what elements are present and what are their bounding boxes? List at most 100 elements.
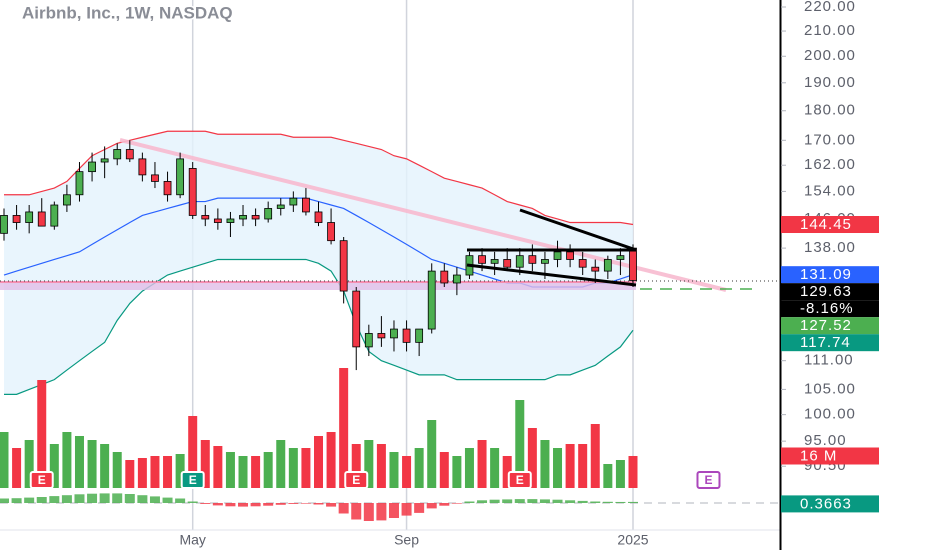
histogram-bar [326,503,337,507]
band-line [4,258,634,395]
candle-body [629,247,637,281]
histogram-badge-bg [781,495,879,513]
candle-body [75,171,84,196]
volume-bar [225,452,235,488]
histogram-bar [112,493,123,503]
histogram-bar [577,500,588,503]
volume-bar [49,444,59,488]
volume-bar [200,440,210,488]
candle-body [188,168,197,216]
histogram-bar [36,497,47,503]
histogram-bar [376,503,387,521]
histogram-bar [24,497,35,503]
y-tick-label: 220.00 [804,0,856,15]
earnings-box [180,471,205,489]
histogram [0,493,780,521]
volume-bar [163,456,173,488]
candle-body [478,255,486,264]
volume-bar [590,424,600,488]
trend-line [119,138,727,292]
volume-bar [603,464,613,488]
volume-bar [452,456,462,488]
histogram-bar [175,498,186,503]
histogram-bar [514,499,525,503]
candle-body [151,174,159,182]
candle-body [314,211,323,223]
price-badge: 117.74 [800,334,851,351]
candle-body [25,211,34,223]
volume-bar [62,432,72,488]
volume-bar [263,452,273,488]
volume-bar [502,456,512,488]
candle-body [100,158,109,163]
histogram-bar [225,503,236,507]
triangle-line [519,208,637,252]
volume-bar [615,460,625,488]
candle-body [352,290,361,348]
histogram-bar [11,498,22,503]
change-badge: -8.16% [800,300,854,317]
candle-body [390,328,398,339]
histogram-bar [464,501,475,503]
earnings-box [344,471,369,489]
zone [0,282,636,290]
price-badge-bg [781,216,879,234]
histogram-bar [124,494,135,503]
candle-body [302,197,310,213]
volume [0,368,638,488]
earnings-box [29,471,54,489]
candle-body [578,259,587,268]
histogram-bar [49,496,60,503]
candle-body [603,259,612,272]
histogram-bar [238,503,249,507]
histogram-bar [61,495,72,503]
histogram-bar [250,503,261,507]
candle-body [415,328,424,343]
candle-body [125,149,134,160]
candle-body [63,194,71,206]
candle-body [239,215,247,220]
volume-bar [553,448,563,488]
volume-bar [351,444,361,488]
volume-badge: 16 M [800,447,837,464]
x-tick-label: 2025 [617,532,648,548]
histogram-badge: 0.3663 [800,495,852,512]
histogram-bar [426,503,437,509]
histogram-bar [590,501,601,503]
candle-body [616,255,625,260]
volume-bar [464,448,474,488]
candle-body [12,215,21,223]
volume-bar [578,444,588,488]
histogram-bar [87,493,98,503]
candle-body [541,259,549,264]
earnings-label: E [704,473,712,487]
y-tick-label: 200.00 [804,47,856,64]
earnings-box [696,471,721,489]
price-badge-bg [781,334,879,352]
x-tick-label: Sep [394,532,419,548]
price-badge-bg [781,266,879,284]
histogram-bar [489,499,500,503]
y-tick-label: 170.00 [804,131,856,148]
y-tick-label: 162.00 [804,156,856,173]
candle-body [364,333,373,348]
histogram-bar [502,499,513,503]
candle-body [553,251,562,260]
volume-bar [477,440,487,488]
earnings-label: E [189,473,197,487]
y-tick-label: 154.00 [804,182,856,199]
candle-body [176,158,185,196]
histogram-bar [565,500,576,503]
candle-body [37,211,46,227]
candle-body [591,266,600,272]
triangle-line [466,263,637,287]
histogram-bar [451,503,462,504]
histogram-bar [149,496,160,503]
volume-bar [175,454,185,488]
volume-bar [628,456,638,488]
histogram-bar [388,503,399,518]
candle-body [201,215,210,220]
earnings-label: E [352,473,360,487]
candle-body [226,218,235,223]
